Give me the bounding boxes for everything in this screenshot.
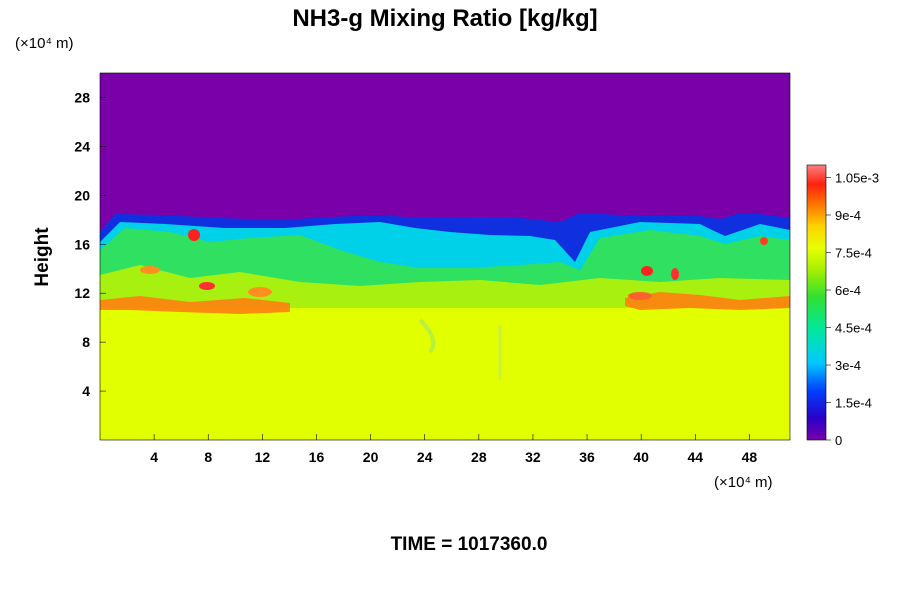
x-axis-ticks: 4 8 12 16 20 24 28 32 36 40 44 48 bbox=[150, 434, 757, 465]
colorbar-tick-label: 7.5e-4 bbox=[835, 246, 872, 261]
y-tick-label: 28 bbox=[74, 89, 90, 105]
x-unit-label: (×10⁴ m) bbox=[714, 474, 773, 491]
y-tick-label: 12 bbox=[74, 285, 90, 301]
time-footer: TIME = 1017360.0 bbox=[391, 534, 548, 555]
colorbar-tick-label: 1.5e-4 bbox=[835, 396, 872, 411]
x-tick-label: 8 bbox=[204, 449, 212, 465]
y-tick-label: 20 bbox=[74, 187, 90, 203]
lower-region bbox=[100, 308, 790, 440]
colorbar bbox=[806, 164, 827, 441]
colorbar-tick-label: 0 bbox=[835, 433, 842, 448]
red-blob-2 bbox=[199, 282, 215, 290]
colorbar-tick-label: 1.05e-3 bbox=[835, 171, 879, 186]
colorbar-tick-label: 4.5e-4 bbox=[835, 321, 872, 336]
plot-frame bbox=[99, 72, 791, 441]
y-unit-label: (×10⁴ m) bbox=[15, 35, 74, 52]
red-blob-4 bbox=[671, 268, 679, 280]
x-tick-label: 4 bbox=[150, 449, 158, 465]
orange-band-right bbox=[625, 292, 790, 310]
red-blob-1 bbox=[188, 229, 200, 241]
x-tick-label: 16 bbox=[309, 449, 325, 465]
x-tick-label: 24 bbox=[417, 449, 433, 465]
orange-blob-2 bbox=[248, 287, 272, 297]
chart-title: NH3-g Mixing Ratio [kg/kg] bbox=[292, 5, 597, 32]
y-tick-label: 4 bbox=[82, 383, 90, 399]
red-blob-5 bbox=[760, 237, 768, 245]
x-tick-label: 32 bbox=[525, 449, 541, 465]
y-tick-label: 24 bbox=[74, 138, 90, 154]
colorbar-ticks: 0 1.5e-4 3e-4 4.5e-4 6e-4 7.5e-4 9e-4 1.05e-3 bbox=[826, 171, 879, 448]
y-axis-ticks: 4 8 12 16 20 24 28 bbox=[74, 89, 106, 399]
plot-area bbox=[100, 73, 790, 440]
x-tick-label: 20 bbox=[363, 449, 379, 465]
colorbar-tick-label: 9e-4 bbox=[835, 208, 861, 223]
orange-blob-1 bbox=[140, 266, 160, 274]
colorbar-tick-label: 6e-4 bbox=[835, 283, 861, 298]
light-streak bbox=[418, 318, 436, 354]
x-tick-label: 44 bbox=[688, 449, 704, 465]
orange-blob-3 bbox=[628, 292, 652, 300]
y-tick-label: 8 bbox=[82, 334, 90, 350]
x-tick-label: 12 bbox=[255, 449, 271, 465]
colorbar-tick-label: 3e-4 bbox=[835, 358, 861, 373]
x-tick-label: 28 bbox=[471, 449, 487, 465]
red-blob-3 bbox=[641, 266, 653, 276]
x-tick-label: 40 bbox=[633, 449, 649, 465]
x-tick-label: 36 bbox=[579, 449, 595, 465]
orange-band-left bbox=[100, 296, 290, 314]
y-axis-label: Height bbox=[32, 227, 53, 287]
x-tick-label: 48 bbox=[742, 449, 758, 465]
y-tick-label: 16 bbox=[74, 236, 90, 252]
